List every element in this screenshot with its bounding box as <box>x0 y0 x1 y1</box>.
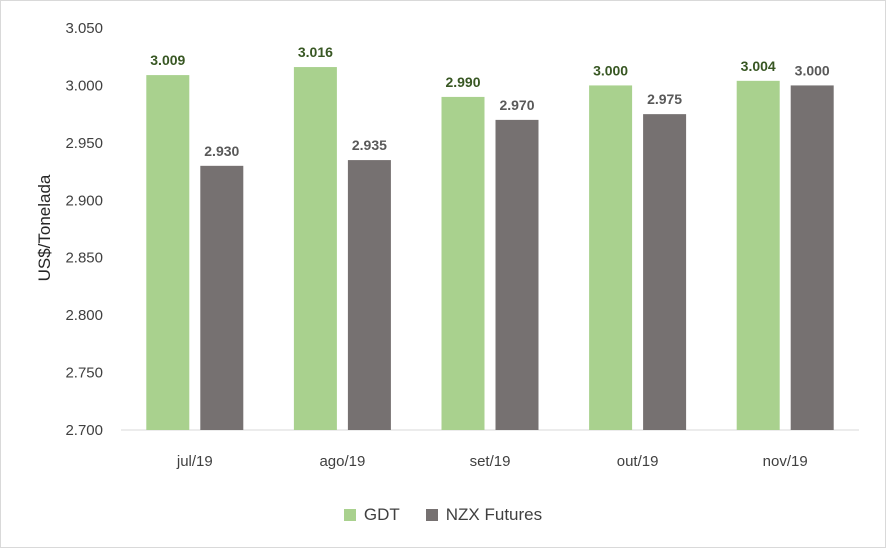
legend: GDT NZX Futures <box>0 505 886 525</box>
y-tick-label: 2.700 <box>65 422 103 439</box>
bar-nzx-futures <box>200 165 244 431</box>
data-label-gdt: 2.990 <box>445 74 480 90</box>
data-label-nzx-futures: 2.975 <box>647 91 682 107</box>
y-axis-label: US$/Tonelada <box>35 174 54 281</box>
y-tick-label: 2.900 <box>65 192 103 209</box>
y-tick-label: 3.050 <box>65 20 103 37</box>
bar-nzx-futures <box>790 85 834 430</box>
legend-label-nzx-futures: NZX Futures <box>445 505 543 524</box>
bar-gdt <box>736 80 780 430</box>
bar-nzx-futures <box>347 160 391 431</box>
legend-swatch-nzx-futures <box>425 509 438 521</box>
data-label-nzx-futures: 2.970 <box>499 97 534 113</box>
y-tick-label: 2.950 <box>65 135 103 152</box>
legend-item-gdt: GDT <box>343 505 400 525</box>
bar-nzx-futures <box>495 119 539 430</box>
data-label-nzx-futures: 3.000 <box>795 62 830 78</box>
bar-gdt <box>146 75 190 430</box>
data-label-gdt: 3.009 <box>150 52 185 68</box>
y-tick-label: 2.850 <box>65 250 103 267</box>
x-tick-label: jul/19 <box>176 453 213 470</box>
data-label-gdt: 3.004 <box>741 58 776 74</box>
x-tick-label: nov/19 <box>763 453 808 470</box>
bar-gdt <box>441 96 485 431</box>
legend-item-nzx-futures: NZX Futures <box>425 505 543 525</box>
y-tick-label: 2.800 <box>65 307 103 324</box>
bar-gdt <box>293 67 337 431</box>
y-tick-label: 3.000 <box>65 77 103 94</box>
data-label-gdt: 3.016 <box>298 44 333 60</box>
data-label-nzx-futures: 2.935 <box>352 137 387 153</box>
data-label-gdt: 3.000 <box>593 62 628 78</box>
legend-swatch-gdt <box>343 509 356 521</box>
x-tick-label: out/19 <box>617 453 659 470</box>
x-tick-label: ago/19 <box>319 453 365 470</box>
bar-nzx-futures <box>643 114 687 431</box>
bar-gdt <box>589 85 633 430</box>
data-label-nzx-futures: 2.930 <box>204 143 239 159</box>
y-tick-label: 2.750 <box>65 365 103 382</box>
x-tick-label: set/19 <box>470 453 511 470</box>
legend-label-gdt: GDT <box>363 505 400 524</box>
